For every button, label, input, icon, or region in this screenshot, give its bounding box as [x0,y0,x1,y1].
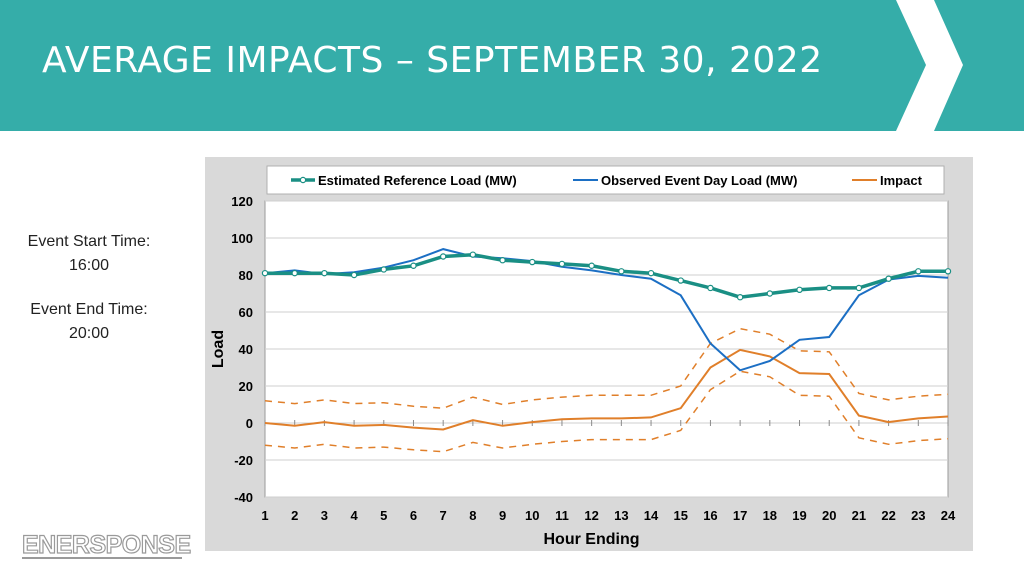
y-tick-label: -20 [234,453,253,468]
x-tick-label: 17 [733,508,747,523]
x-tick-label: 19 [792,508,806,523]
reference-load-point [826,284,833,292]
legend-box [266,165,945,195]
reference-load-point [380,266,387,273]
reference-load-point [885,275,892,282]
reference-load-line [265,252,948,299]
x-tick-label: 10 [525,508,539,523]
y-tick-label: -40 [234,490,253,505]
x-tick-label: 2 [291,508,298,523]
impact-line [264,348,949,431]
x-tick-label: 21 [852,508,866,523]
reference-load-point [766,290,774,297]
page-title: AVERAGE IMPACTS – SEPTEMBER 30, 2022 [42,40,823,81]
x-tick-label: 24 [941,508,956,523]
reference-load-point [350,271,358,279]
event-start-value: 16:00 [68,257,110,274]
x-tick-label: 13 [614,508,628,523]
event-end-label: Event End Time: [30,301,148,318]
x-tick-label: 18 [763,508,777,523]
event-start-block: Event Start Time: 16:00 [0,230,178,278]
x-tick-label: 22 [881,508,895,523]
logo-underline [22,557,182,559]
chart-panel: -40 -20 0 20 40 60 80 100 120 1 2 3 4 5 6 7 8 9 10 11 12 13 14… [205,157,973,551]
y-tick-label: 0 [246,416,253,431]
reference-load-point [261,269,269,277]
legend-reference-label: Estimated Reference Load (MW) [318,173,517,188]
reference-load-point [707,284,714,292]
y-tick-label: 40 [239,342,253,357]
y-tick-label: 60 [239,305,253,320]
x-tick-label: 23 [911,508,925,523]
reference-load-point [588,262,595,269]
x-tick-label: 9 [499,508,506,523]
y-tick-label: 20 [239,379,253,394]
reference-load-point [529,258,536,266]
x-tick-label: 15 [674,508,688,523]
impact-lower-bound-line [264,370,949,453]
x-tick-label: 20 [822,508,836,523]
reference-load-point [855,284,863,292]
x-tick-label: 6 [410,508,417,523]
reference-load-point [736,293,744,301]
reference-load-point [410,262,417,269]
x-tick-label: 14 [644,508,659,523]
y-tick-label: 120 [231,194,253,209]
x-tick-label: 4 [350,508,358,523]
observed-load-line [264,248,949,372]
reference-load-point [915,268,922,275]
event-start-label: Event Start Time: [27,233,151,250]
x-tick-label: 3 [321,508,328,523]
legend-observed-label: Observed Event Day Load (MW) [601,173,797,188]
x-tick-label: 12 [584,508,598,523]
reference-load-point [439,253,447,260]
x-tick-label: 7 [440,508,447,523]
reference-load-point [944,268,952,275]
x-tick-label: 8 [469,508,476,523]
x-tick-label: 11 [555,508,569,523]
y-tick-label: 80 [239,268,253,283]
x-tick-label: 1 [261,508,268,523]
y-tick-label: 100 [231,231,253,246]
chevron-arrow-icon [896,0,963,131]
reference-load-point [291,269,298,277]
enersponse-logo: ENERSPONSE [21,530,191,559]
reference-load-point [558,260,566,268]
legend-impact-label: Impact [880,173,923,188]
x-axis-title: Hour Ending [544,531,640,548]
event-end-value: 20:00 [68,325,110,342]
reference-load-point [469,251,477,258]
reference-load-point [677,277,684,284]
event-end-block: Event End Time: 20:00 [0,298,178,346]
reference-load-point [796,286,803,293]
reference-load-point [321,269,328,277]
reference-load-point [499,256,506,264]
legend-reference-marker [299,176,307,184]
x-tick-label: 5 [380,508,387,523]
reference-load-point [647,269,655,277]
y-axis-title: Load [210,330,227,368]
x-tick-label: 16 [703,508,717,523]
title-banner: AVERAGE IMPACTS – SEPTEMBER 30, 2022 [0,0,1024,131]
reference-load-point [618,268,625,275]
